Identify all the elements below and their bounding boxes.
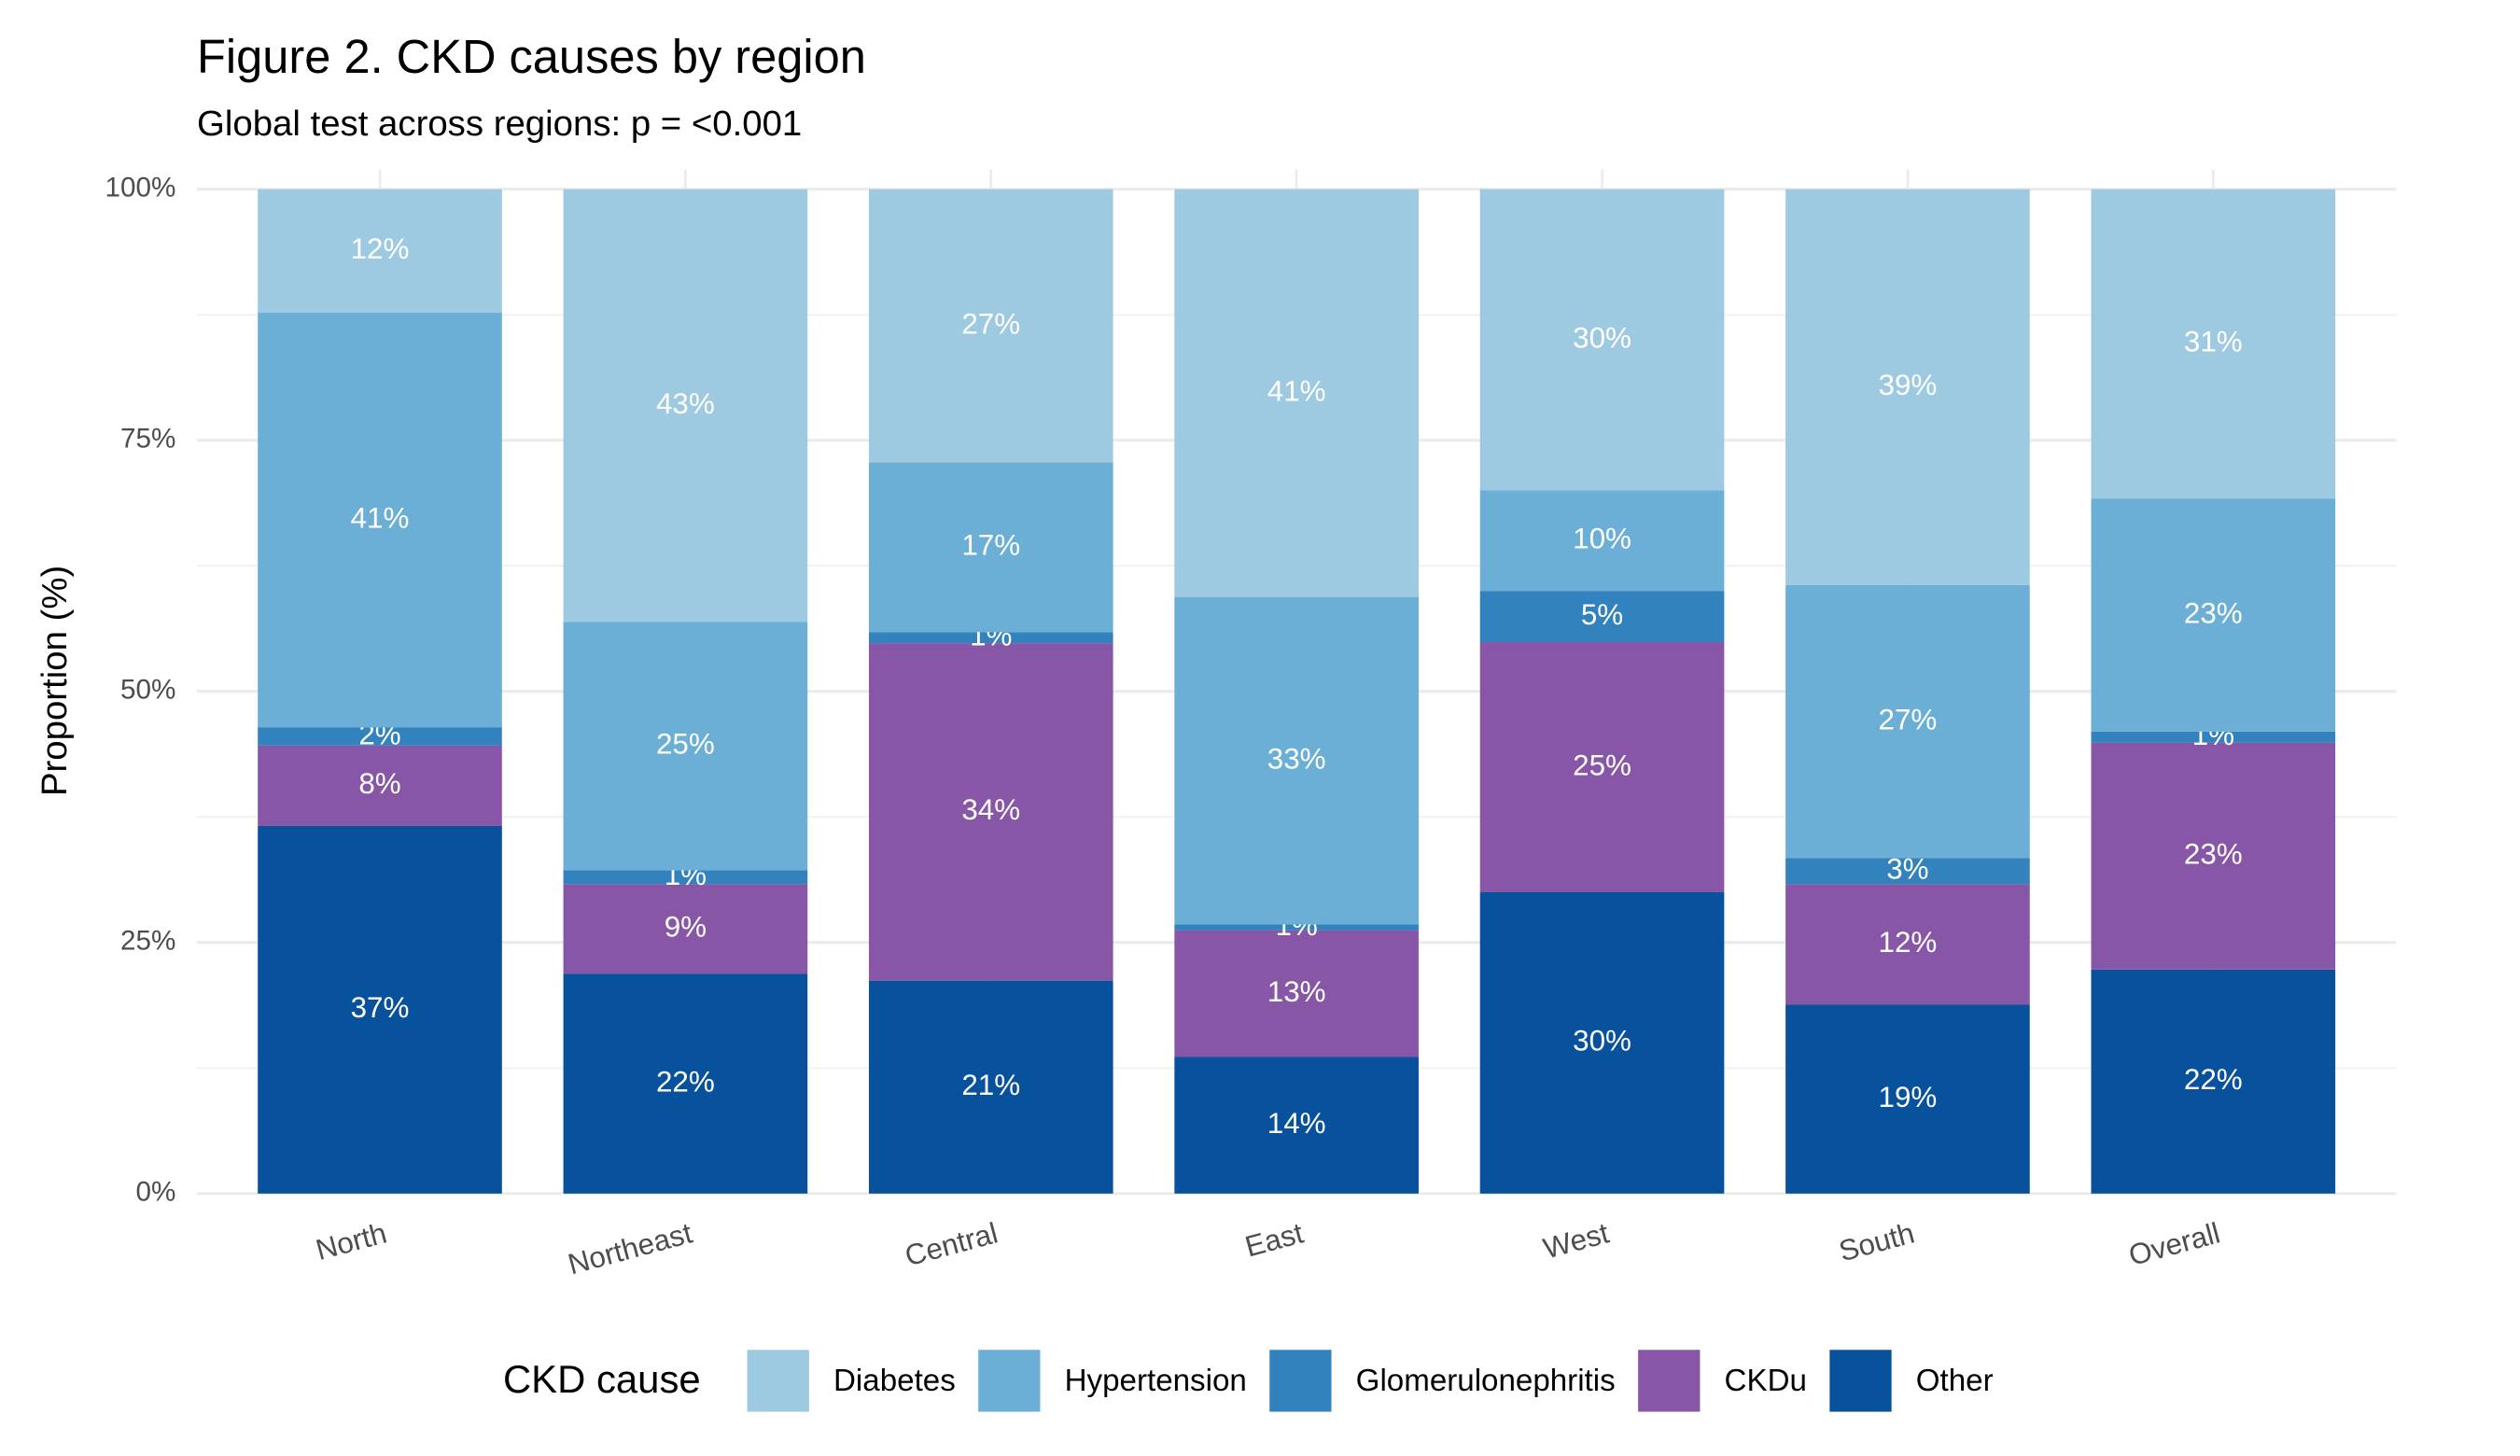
bar-segment xyxy=(1479,490,1725,592)
value-label: 3% xyxy=(1886,853,1928,886)
value-label: 22% xyxy=(656,1065,715,1098)
y-tick-label: 0% xyxy=(136,1177,176,1208)
bar-segment xyxy=(1479,891,1725,1194)
legend-key xyxy=(1829,1350,1892,1412)
value-label: 5% xyxy=(1581,598,1623,631)
chart-title: Figure 2. CKD causes by region xyxy=(197,30,866,83)
bar-segment xyxy=(1785,189,2030,585)
value-label: 10% xyxy=(1573,523,1631,555)
bar-segment xyxy=(1785,858,2030,885)
value-label: 25% xyxy=(1573,749,1631,781)
y-tick-label: 100% xyxy=(105,173,176,203)
chart-subtitle: Global test across regions: p = <0.001 xyxy=(197,104,802,144)
x-tick-label: Overall xyxy=(2125,1216,2223,1272)
bar-segment xyxy=(2091,742,2336,970)
bar-segment xyxy=(1479,189,1725,491)
bar-segment xyxy=(258,745,502,826)
y-tick-label: 25% xyxy=(120,926,175,957)
bar-segment xyxy=(1479,591,1725,643)
bar-segment xyxy=(868,462,1113,633)
bar-segment xyxy=(563,189,808,623)
bar-segment xyxy=(868,189,1113,463)
x-tick-label: West xyxy=(1540,1216,1613,1265)
legend-key xyxy=(1269,1350,1332,1412)
y-tick-label: 50% xyxy=(120,675,175,706)
bar-segment xyxy=(1174,596,1419,925)
bar-segment xyxy=(2091,731,2336,743)
value-label: 9% xyxy=(665,911,707,944)
value-label: 41% xyxy=(351,502,410,535)
legend-key xyxy=(978,1350,1041,1412)
bar-segment xyxy=(563,884,808,974)
bar-segment xyxy=(563,973,808,1194)
value-label: 31% xyxy=(2184,326,2243,358)
legend-title: CKD cause xyxy=(503,1357,701,1401)
value-label: 21% xyxy=(961,1069,1020,1101)
value-label: 43% xyxy=(656,387,715,420)
value-label: 30% xyxy=(1573,1025,1631,1057)
value-label: 34% xyxy=(961,793,1020,826)
bar-segment xyxy=(1174,924,1419,931)
value-label: 22% xyxy=(2184,1063,2243,1096)
bar-segment xyxy=(563,870,808,885)
bar-segment xyxy=(258,189,502,314)
bar-segment xyxy=(1174,930,1419,1057)
y-tick-label: 75% xyxy=(120,424,175,455)
bar-segment xyxy=(258,313,502,728)
legend-label: CKDu xyxy=(1725,1364,1807,1398)
value-label: 25% xyxy=(656,728,715,761)
value-label: 39% xyxy=(1879,369,1938,401)
legend-label: Other xyxy=(1916,1364,1994,1398)
value-label: 27% xyxy=(1879,703,1938,735)
value-label: 13% xyxy=(1267,975,1326,1008)
legend-key xyxy=(1638,1350,1701,1412)
legend-label: Diabetes xyxy=(833,1364,956,1398)
value-label: 14% xyxy=(1267,1107,1326,1140)
value-label: 23% xyxy=(2184,596,2243,629)
bar-segment xyxy=(258,727,502,746)
value-label: 12% xyxy=(351,232,410,265)
value-label: 41% xyxy=(1267,374,1326,407)
bar-segment xyxy=(1479,642,1725,892)
bar-segment xyxy=(1174,189,1419,597)
bar-segment xyxy=(2091,969,2336,1194)
x-tick-label: North xyxy=(313,1216,390,1267)
value-label: 17% xyxy=(961,529,1020,562)
bar-segment xyxy=(1785,884,2030,1005)
x-tick-label: Northeast xyxy=(565,1216,696,1281)
value-label: 33% xyxy=(1267,742,1326,775)
bar-segment xyxy=(563,622,808,871)
value-label: 19% xyxy=(1879,1081,1938,1113)
x-tick-label: East xyxy=(1241,1216,1307,1263)
value-label: 8% xyxy=(358,767,400,800)
bar-segment xyxy=(1785,584,2030,859)
x-tick-label: Central xyxy=(902,1216,1001,1272)
bar-segment xyxy=(258,825,502,1194)
legend-label: Glomerulonephritis xyxy=(1356,1364,1616,1398)
value-label: 37% xyxy=(351,991,410,1024)
y-axis-title: Proportion (%) xyxy=(35,566,75,796)
legend-label: Hypertension xyxy=(1065,1364,1247,1398)
bar-segment xyxy=(868,632,1113,644)
x-tick-label: South xyxy=(1836,1216,1918,1267)
bar-segment xyxy=(2091,189,2336,499)
bar-segment xyxy=(868,643,1113,981)
value-label: 12% xyxy=(1879,926,1938,959)
value-label: 30% xyxy=(1573,321,1631,354)
legend-key xyxy=(747,1350,809,1412)
value-label: 27% xyxy=(961,307,1020,340)
bar-segment xyxy=(868,980,1113,1194)
bar-segment xyxy=(2091,498,2336,732)
value-label: 23% xyxy=(2184,838,2243,871)
bar-segment xyxy=(1785,1004,2030,1194)
bar-segment xyxy=(1174,1057,1419,1194)
